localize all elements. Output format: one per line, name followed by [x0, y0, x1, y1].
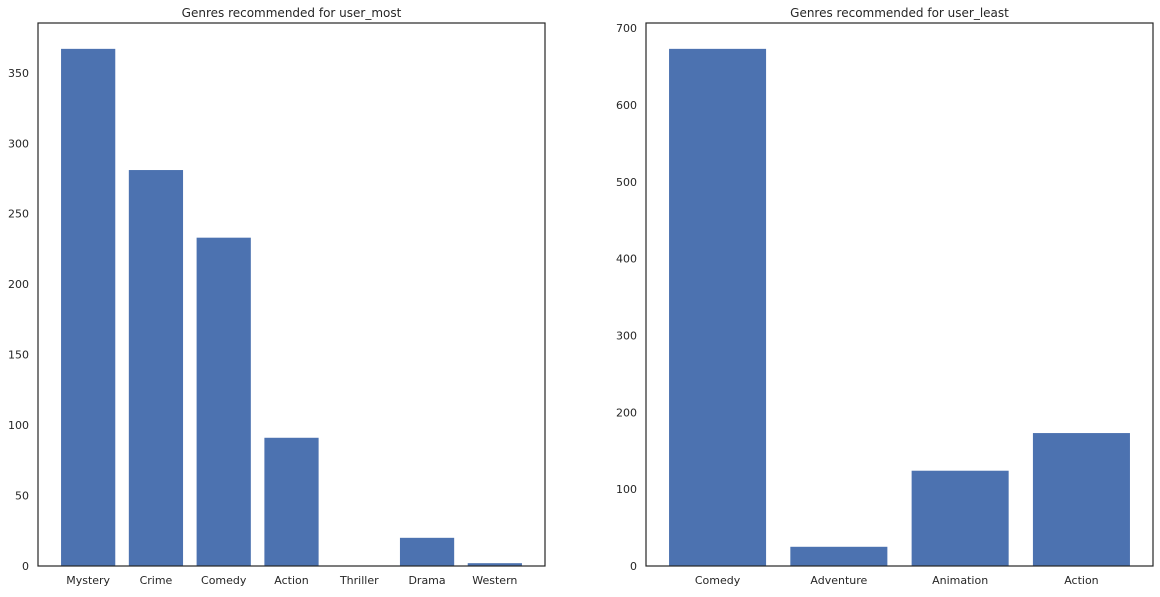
- x-tick-label: Crime: [140, 574, 173, 587]
- bar-drama: [399, 537, 455, 566]
- chart-0: Mystery Crime Comedy Action Thriller Drama Wes…: [8, 6, 546, 587]
- y-tick-label: 100: [616, 483, 637, 496]
- x-tick-label: Action: [1064, 574, 1098, 587]
- y-tick-label: 350: [8, 67, 29, 80]
- x-tick-label: Western: [472, 574, 517, 587]
- chart-title: Genres recommended for user_most: [182, 6, 402, 20]
- bar-western: [467, 563, 522, 566]
- y-tick-label: 200: [616, 406, 637, 419]
- y-tick-label: 300: [616, 329, 637, 342]
- x-tick-label: Animation: [932, 574, 988, 587]
- x-tick-label: Action: [274, 574, 308, 587]
- x-tick-label: Mystery: [66, 574, 110, 587]
- x-tick-label: Thriller: [339, 574, 379, 587]
- y-tick-label: 0: [22, 560, 29, 573]
- y-tick-label: 400: [616, 253, 637, 266]
- y-tick-label: 200: [8, 278, 29, 291]
- axes-frame: [37, 22, 546, 567]
- bar-action: [264, 437, 319, 566]
- y-tick-label: 0: [630, 560, 637, 573]
- x-tick-label: Drama: [408, 574, 445, 587]
- x-tick-label: Comedy: [695, 574, 741, 587]
- x-tick-label: Comedy: [201, 574, 247, 587]
- bar-crime: [128, 170, 184, 567]
- y-tick-label: 250: [8, 208, 29, 221]
- y-tick-label: 300: [8, 137, 29, 150]
- y-tick-label: 100: [8, 419, 29, 432]
- bar-animation: [911, 470, 1009, 566]
- bar-mystery: [61, 48, 116, 567]
- y-tick-label: 150: [8, 349, 29, 362]
- bar-comedy: [669, 48, 767, 567]
- y-tick-label: 700: [616, 22, 637, 35]
- chart-title: Genres recommended for user_least: [790, 6, 1009, 20]
- y-tick-label: 500: [616, 176, 637, 189]
- bar-adventure: [790, 546, 888, 566]
- y-tick-label: 600: [616, 99, 637, 112]
- y-tick-label: 50: [15, 490, 29, 503]
- axes-frame: [645, 22, 1154, 567]
- x-tick-label: Adventure: [810, 574, 867, 587]
- bar-comedy: [196, 237, 251, 567]
- chart-1: Comedy Adventure Animation Action 0 100 200 300…: [616, 6, 1154, 587]
- bar-action: [1032, 433, 1130, 566]
